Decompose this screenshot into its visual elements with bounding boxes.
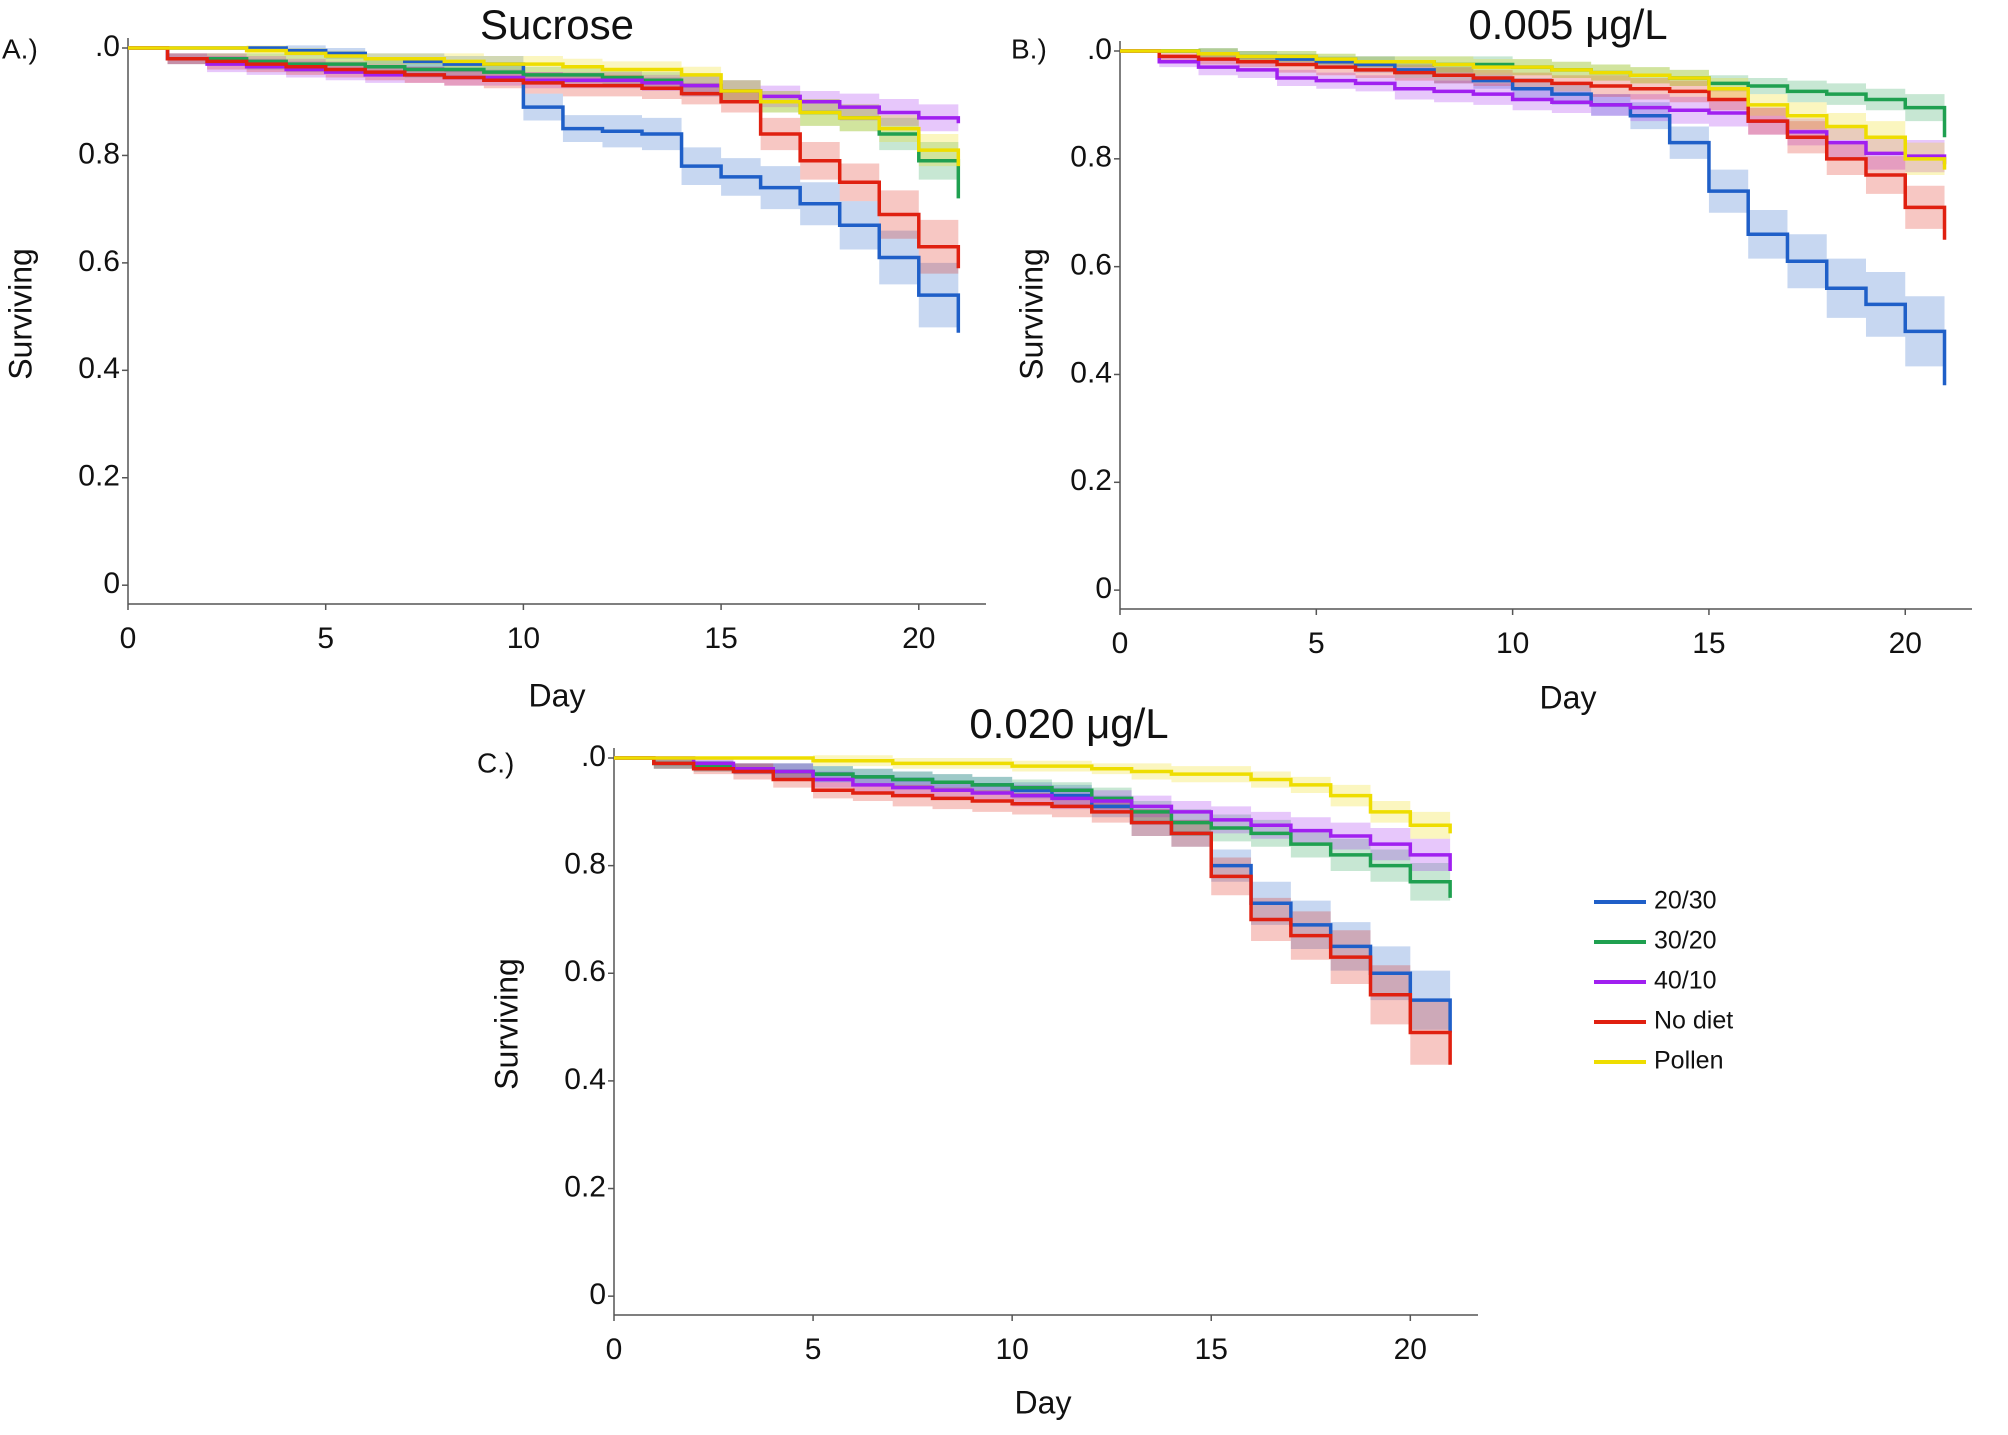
survival-line <box>614 756 1452 834</box>
y-tick-label: 0.8 <box>564 848 606 881</box>
y-tick-label: 0 <box>589 1278 606 1311</box>
x-tick-label: 10 <box>1496 627 1529 660</box>
panel-label: B.) <box>1011 33 1047 64</box>
x-tick-label: 0 <box>120 622 137 655</box>
chart-title: 0.005 μg/L <box>1468 1 1667 48</box>
panel-label: C.) <box>477 747 514 778</box>
x-tick-label: 15 <box>1692 627 1725 660</box>
confidence-band <box>614 755 1451 847</box>
survival-line <box>128 46 961 167</box>
x-tick-label: 20 <box>1889 627 1922 660</box>
x-axis-label: Day <box>1540 679 1597 715</box>
x-tick-label: 15 <box>1195 1333 1228 1366</box>
confidence-band <box>614 758 1451 1065</box>
survival-line <box>1120 49 1947 386</box>
x-tick-label: 10 <box>995 1333 1028 1366</box>
y-tick-label: 0.4 <box>78 352 120 385</box>
y-tick-label: 0.4 <box>564 1063 606 1096</box>
x-tick-label: 20 <box>1394 1333 1427 1366</box>
legend-label: 40/10 <box>1654 967 1717 995</box>
x-tick-label: 15 <box>704 622 737 655</box>
survival-line <box>128 46 961 333</box>
y-tick-label: 0.4 <box>1070 356 1112 389</box>
y-tick-label: .0 <box>95 30 120 63</box>
y-tick-label: 0.2 <box>78 460 120 493</box>
survival-line <box>128 46 961 269</box>
survival-line <box>1120 49 1947 240</box>
y-tick-label: 0.6 <box>78 245 120 278</box>
x-axis-label: Day <box>1015 1384 1072 1420</box>
y-tick-label: 0.2 <box>1070 464 1112 497</box>
confidence-band <box>128 48 959 298</box>
chart-title: Sucrose <box>480 1 634 48</box>
x-tick-label: 20 <box>902 622 935 655</box>
y-tick-label: 0.8 <box>1070 141 1112 174</box>
x-axis-label: Day <box>529 677 586 713</box>
confidence-band <box>1120 51 1945 184</box>
y-tick-label: 0.8 <box>78 137 120 170</box>
legend-label: Pollen <box>1654 1047 1724 1075</box>
confidence-band <box>128 45 959 368</box>
survival-line <box>614 756 1452 1065</box>
x-tick-label: 0 <box>1112 627 1129 660</box>
survival-line <box>128 46 961 124</box>
chart-title: 0.020 μg/L <box>969 700 1168 747</box>
y-axis-label: Surviving <box>1013 248 1049 380</box>
survival-line <box>1120 49 1947 170</box>
y-axis-label: Surviving <box>488 958 524 1090</box>
confidence-band <box>614 758 1451 1100</box>
x-tick-label: 5 <box>1308 627 1325 660</box>
legend-label: No diet <box>1654 1007 1733 1035</box>
y-tick-label: .0 <box>1087 33 1112 66</box>
x-tick-label: 5 <box>805 1333 822 1366</box>
legend-label: 20/30 <box>1654 887 1717 915</box>
y-tick-label: 0.6 <box>1070 249 1112 282</box>
y-tick-label: 0.2 <box>564 1170 606 1203</box>
legend-label: 30/20 <box>1654 927 1717 955</box>
confidence-band <box>128 45 959 185</box>
survival-line <box>1120 49 1947 165</box>
x-tick-label: 5 <box>317 622 334 655</box>
y-tick-label: 0.6 <box>564 955 606 988</box>
x-tick-label: 10 <box>507 622 540 655</box>
y-axis-label: Surviving <box>2 248 38 380</box>
confidence-band <box>1120 51 1945 264</box>
x-tick-label: 0 <box>606 1333 623 1366</box>
y-tick-label: 0 <box>1095 572 1112 605</box>
y-tick-label: 0 <box>103 567 120 600</box>
y-tick-label: .0 <box>581 740 606 773</box>
panel-label: A.) <box>2 33 38 64</box>
